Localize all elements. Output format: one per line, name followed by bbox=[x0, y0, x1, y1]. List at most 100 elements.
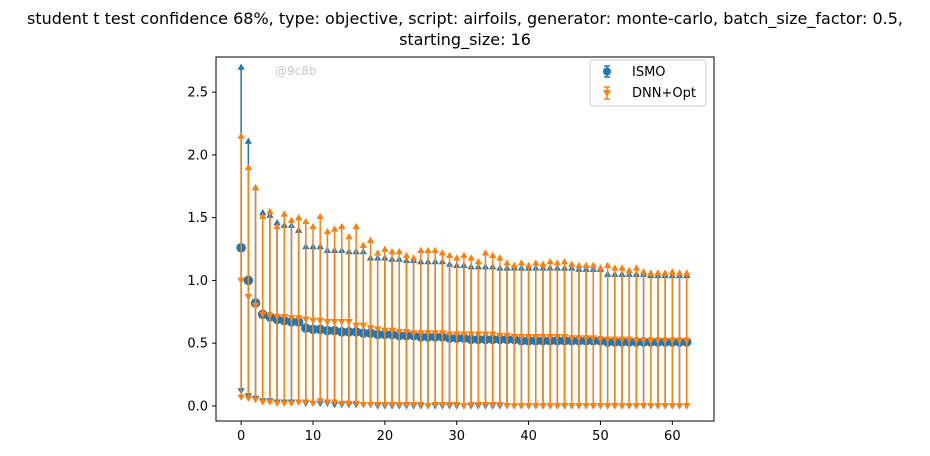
axes-frame bbox=[215, 56, 715, 422]
error-cap-lower bbox=[582, 403, 590, 410]
error-cap-upper bbox=[445, 251, 454, 259]
error-cap-lower bbox=[338, 400, 346, 408]
error-cap-upper bbox=[474, 257, 482, 265]
error-cap-upper bbox=[438, 249, 446, 256]
error-cap-upper bbox=[668, 268, 676, 275]
data-point bbox=[503, 332, 511, 340]
x-tick-label: 0 bbox=[237, 429, 245, 444]
error-cap-lower bbox=[560, 403, 569, 410]
error-cap-upper bbox=[259, 212, 267, 220]
legend-entry-ismo: ISMO bbox=[603, 65, 666, 80]
data-point bbox=[632, 337, 641, 345]
error-cap-lower bbox=[438, 401, 446, 409]
error-cap-upper bbox=[424, 246, 432, 253]
x-tick-label: 20 bbox=[377, 429, 394, 444]
error-cap-upper bbox=[266, 207, 274, 215]
error-cap-upper bbox=[517, 259, 526, 266]
data-point bbox=[531, 334, 540, 341]
data-point bbox=[460, 331, 468, 339]
data-point bbox=[287, 315, 296, 322]
error-cap-lower bbox=[402, 401, 411, 409]
error-cap-lower bbox=[460, 403, 468, 410]
data-point bbox=[589, 335, 598, 342]
error-cap-upper bbox=[330, 225, 339, 232]
data-point bbox=[625, 336, 634, 344]
data-point bbox=[603, 336, 612, 344]
data-point bbox=[618, 336, 626, 344]
data-point bbox=[395, 329, 404, 336]
error-cap-lower bbox=[575, 403, 583, 410]
data-point bbox=[258, 311, 267, 319]
y-tick-label: 2.5 bbox=[187, 86, 208, 101]
data-point bbox=[323, 318, 332, 326]
error-cap-upper bbox=[323, 227, 331, 235]
error-cap-upper bbox=[481, 249, 490, 256]
error-cap-upper bbox=[632, 264, 640, 271]
data-point bbox=[646, 337, 655, 345]
data-point bbox=[409, 330, 418, 337]
error-cap-upper bbox=[582, 261, 590, 269]
error-cap-upper bbox=[302, 217, 310, 225]
error-cap-upper bbox=[237, 63, 245, 70]
error-cap-lower bbox=[481, 401, 490, 409]
error-cap-lower bbox=[517, 403, 526, 410]
error-cap-upper bbox=[338, 222, 346, 230]
error-cap-upper bbox=[381, 245, 389, 252]
data-point bbox=[402, 329, 411, 336]
data-point bbox=[294, 315, 303, 322]
data-point bbox=[524, 334, 533, 341]
error-cap-lower bbox=[611, 403, 619, 410]
data-point bbox=[510, 334, 519, 341]
error-cap-lower bbox=[625, 403, 633, 410]
data-point bbox=[366, 325, 375, 332]
error-cap-lower bbox=[632, 403, 640, 410]
error-cap-lower bbox=[604, 403, 612, 410]
error-cap-upper bbox=[345, 232, 353, 240]
error-cap-lower bbox=[467, 401, 475, 409]
error-cap-upper bbox=[611, 264, 619, 271]
x-tick-label: 50 bbox=[592, 429, 609, 444]
data-point bbox=[251, 302, 260, 310]
data-point bbox=[452, 331, 461, 339]
watermark: @9c8b bbox=[275, 64, 316, 78]
error-cap-lower bbox=[568, 403, 576, 410]
plot-content bbox=[236, 63, 692, 410]
data-point bbox=[567, 335, 576, 342]
data-point bbox=[661, 337, 669, 345]
error-cap-upper bbox=[489, 251, 497, 259]
error-cap-upper bbox=[237, 132, 245, 139]
y-tick-label: 1.0 bbox=[187, 274, 208, 289]
error-cap-upper bbox=[295, 214, 303, 221]
data-point bbox=[237, 277, 245, 285]
error-cap-lower bbox=[410, 401, 418, 409]
error-cap-upper bbox=[503, 259, 511, 266]
data-point bbox=[539, 334, 547, 341]
data-point bbox=[330, 318, 339, 326]
data-point bbox=[575, 335, 583, 342]
error-cap-upper bbox=[683, 269, 691, 276]
series-dnn-opt bbox=[237, 132, 691, 410]
legend-ismo-marker bbox=[603, 67, 611, 76]
error-cap-upper bbox=[395, 247, 403, 255]
data-point bbox=[352, 322, 360, 330]
data-point bbox=[654, 337, 662, 345]
error-cap-upper bbox=[661, 269, 669, 276]
error-cap-upper bbox=[259, 209, 267, 216]
data-point bbox=[273, 313, 281, 321]
data-point bbox=[345, 318, 353, 326]
data-point bbox=[373, 326, 382, 334]
error-cap-lower bbox=[388, 401, 396, 409]
error-cap-lower bbox=[381, 401, 389, 409]
error-cap-upper bbox=[251, 183, 260, 191]
error-cap-upper bbox=[374, 249, 382, 256]
error-cap-upper bbox=[589, 261, 597, 269]
error-cap-upper bbox=[625, 266, 633, 274]
y-axis: 0.0 0.5 1.0 1.5 2.0 2.5 bbox=[187, 86, 216, 414]
legend: ISMO DNN+Opt bbox=[589, 59, 707, 107]
error-cap-upper bbox=[280, 210, 288, 217]
error-cap-upper bbox=[568, 260, 576, 267]
error-cap-upper bbox=[352, 222, 360, 230]
error-cap-upper bbox=[546, 257, 554, 265]
error-cap-lower bbox=[589, 403, 597, 410]
error-cap-lower bbox=[374, 401, 382, 409]
